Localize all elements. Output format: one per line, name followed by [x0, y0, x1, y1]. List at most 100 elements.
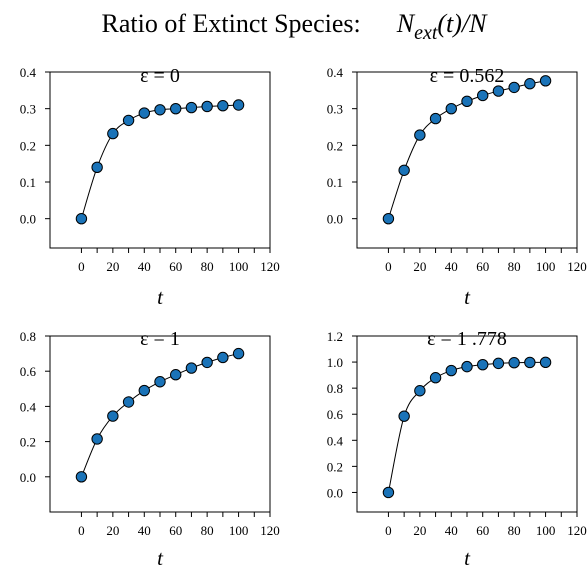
data-point — [508, 81, 520, 94]
data-point — [382, 486, 395, 499]
data-point — [217, 100, 229, 112]
data-point — [414, 129, 426, 141]
x-tick-label: 20 — [106, 259, 119, 274]
data-point — [398, 410, 410, 422]
y-tick-label: 0.3 — [20, 102, 36, 117]
x-tick-label: 0 — [385, 259, 392, 274]
data-point — [170, 102, 182, 115]
data-point — [382, 212, 395, 225]
data-point — [75, 471, 88, 483]
data-point — [445, 102, 457, 115]
y-tick-label: 0.2 — [20, 138, 36, 153]
x-tick-label: 0 — [78, 523, 85, 538]
x-tick-label: 80 — [508, 259, 521, 274]
x-tick-label: 20 — [106, 523, 119, 538]
data-point — [91, 433, 103, 445]
x-tick-label: 40 — [138, 523, 151, 538]
x-tick-label: 40 — [445, 259, 458, 274]
x-tick-label: 120 — [260, 259, 280, 274]
x-axis-label-epsilon-0-562: t — [464, 285, 471, 309]
plot-frame-epsilon-1 — [49, 335, 271, 513]
data-point — [122, 396, 135, 408]
y-tick-label: 1.2 — [327, 329, 343, 344]
x-tick-label: 120 — [567, 523, 587, 538]
x-tick-label: 40 — [138, 259, 151, 274]
x-tick-label: 20 — [413, 523, 426, 538]
y-tick-label: 0.8 — [20, 329, 36, 344]
y-tick-label: 0.4 — [327, 433, 344, 448]
x-tick-label: 120 — [260, 523, 280, 538]
data-point — [524, 356, 536, 369]
y-tick-label: 0.4 — [20, 399, 37, 414]
data-point — [477, 358, 489, 371]
y-tick-label: 0.1 — [327, 175, 343, 190]
data-point — [170, 369, 182, 381]
data-point — [539, 75, 552, 87]
figure-title-text: Ratio of Extinct Species: — [102, 9, 361, 38]
figure-title: Ratio of Extinct Species: Next(t)/N — [102, 9, 489, 44]
series-line-epsilon-1 — [80, 353, 239, 477]
x-tick-label: 100 — [536, 259, 556, 274]
data-point — [492, 85, 505, 97]
series-line-epsilon-0 — [80, 104, 239, 219]
x-tick-label: 20 — [413, 259, 426, 274]
y-tick-label: 0.6 — [327, 407, 344, 422]
x-tick-label: 100 — [229, 523, 249, 538]
data-point — [539, 356, 552, 369]
x-tick-label: 60 — [169, 259, 182, 274]
panel-title-epsilon-1: ε = 1 — [140, 328, 180, 350]
data-point — [492, 357, 505, 370]
y-tick-label: 0.0 — [327, 212, 343, 227]
x-tick-label: 0 — [78, 259, 85, 274]
figure-title-formula-subscript: ext — [414, 22, 438, 44]
x-tick-label: 60 — [476, 259, 489, 274]
data-point — [524, 78, 536, 90]
x-tick-label: 100 — [229, 259, 249, 274]
panel-title-epsilon-0: ε = 0 — [140, 65, 180, 87]
y-tick-label: 0.4 — [327, 65, 344, 80]
y-tick-label: 1.0 — [327, 355, 343, 370]
x-tick-label: 80 — [201, 523, 214, 538]
data-point — [122, 114, 135, 127]
x-tick-label: 80 — [201, 259, 214, 274]
data-point — [185, 101, 198, 114]
data-point — [461, 95, 473, 108]
data-point — [138, 384, 150, 397]
y-tick-label: 0.0 — [20, 212, 36, 227]
x-tick-label: 40 — [445, 523, 458, 538]
y-tick-label: 0.2 — [327, 138, 343, 153]
y-tick-label: 0.0 — [327, 485, 343, 500]
x-axis-label-epsilon-0: t — [157, 285, 164, 309]
data-point — [461, 360, 473, 373]
y-tick-label: 0.8 — [327, 381, 343, 396]
data-point — [217, 351, 229, 364]
x-axis-label-epsilon-1: t — [157, 546, 164, 569]
panel-epsilon-1-778: ε = 1 .778 t 0 20 40 60 80 100 120 0.0 0.2 0.4 0.6 0.… — [327, 328, 587, 569]
data-point — [154, 376, 166, 388]
panel-epsilon-0: ε = 0 t 0 20 40 60 80 100 120 0.0 0.1 0.2 0.3 0.4 — [20, 65, 280, 309]
data-point — [201, 356, 213, 369]
data-point — [429, 372, 442, 384]
x-tick-label: 80 — [508, 523, 521, 538]
y-tick-label: 0.2 — [20, 435, 36, 450]
panel-title-epsilon-0-562: ε = 0.562 — [430, 65, 505, 87]
data-point — [91, 161, 103, 174]
data-point — [398, 164, 410, 176]
y-tick-label: 0.4 — [20, 65, 37, 80]
y-tick-label: 0.2 — [327, 459, 343, 474]
data-point — [445, 364, 457, 377]
x-tick-label: 120 — [567, 259, 587, 274]
data-point — [232, 99, 245, 111]
data-point — [477, 89, 489, 102]
y-tick-label: 0.6 — [20, 364, 37, 379]
data-point — [107, 127, 119, 140]
data-point — [138, 107, 150, 119]
data-point — [75, 212, 88, 225]
data-point — [154, 104, 166, 116]
data-point — [414, 385, 426, 397]
data-point — [429, 112, 442, 125]
data-point — [185, 362, 198, 374]
y-tick-label: 0.1 — [20, 175, 36, 190]
panel-epsilon-0-562: ε = 0.562 t 0 20 40 60 80 100 120 0.0 0.1 0.2 0.3 0.4 — [327, 65, 587, 309]
